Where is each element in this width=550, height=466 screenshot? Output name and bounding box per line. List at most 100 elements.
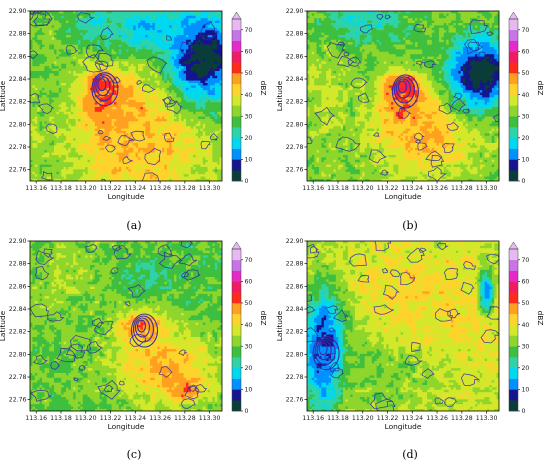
colorbar-segment: [509, 400, 518, 412]
colorbar-segment: [232, 62, 241, 74]
y-tick-label: 22.78: [286, 374, 304, 381]
x-tick-label: 113.16: [302, 415, 324, 422]
colorbar-segment: [232, 51, 241, 63]
colorbar-tick-label: 40: [522, 322, 530, 329]
colorbar-segment: [232, 40, 241, 52]
colorbar-segment: [232, 170, 241, 182]
x-tick-label: 113.28: [451, 185, 473, 192]
colorbar: 0 10 20 30 40 50 60 70 dBZ: [508, 11, 545, 185]
radar-panel-a: 113.16 113.18 113.20 113.22 113.24 113.26 113.…: [0, 8, 268, 201]
colorbar-segment: [509, 19, 518, 31]
y-tick-label: 22.86: [9, 53, 27, 60]
colorbar-segment: [232, 148, 241, 160]
colorbar-tick-label: 0: [522, 178, 526, 185]
colorbar-segment: [509, 62, 518, 74]
colorbar-segment: [509, 159, 518, 171]
colorbar-segment: [232, 270, 241, 282]
colorbar-label: dBZ: [536, 311, 545, 326]
x-tick-label: 113.20: [75, 185, 97, 192]
colorbar-tick-label: 30: [245, 113, 253, 120]
colorbar-segment: [509, 105, 518, 117]
colorbar-segment: [509, 249, 518, 261]
colorbar-segment: [509, 292, 518, 304]
core-contours: [312, 336, 340, 371]
colorbar-segment: [232, 94, 241, 106]
colorbar-tick-label: 10: [522, 387, 530, 394]
x-tick-label: 113.22: [377, 415, 399, 422]
radar-panel-c: 113.16 113.18 113.20 113.22 113.24 113.26 113.…: [0, 238, 268, 431]
x-tick-label: 113.24: [124, 415, 146, 422]
axes-frame: [29, 10, 223, 182]
core-contours: [130, 313, 159, 348]
contour-lines: [307, 14, 499, 181]
colorbar-segment: [232, 249, 241, 261]
y-tick-label: 22.86: [286, 283, 304, 290]
colorbar-segment: [509, 378, 518, 390]
colorbar-tick-label: 70: [245, 257, 253, 264]
y-tick-label: 22.88: [9, 31, 27, 38]
colorbar-tick-label: 50: [522, 70, 530, 77]
colorbar-segment: [232, 29, 241, 41]
colorbar-extend-arrow: [231, 11, 242, 20]
colorbar-tick-label: 30: [522, 343, 530, 350]
x-tick-label: 113.30: [199, 415, 221, 422]
y-axis-label: Latitude: [0, 80, 7, 111]
y-tick-label: 22.80: [9, 351, 27, 358]
colorbar-segment: [509, 51, 518, 63]
caption-c: (c): [127, 448, 142, 461]
colorbar-tick-label: 10: [245, 387, 253, 394]
colorbar-tick-label: 20: [522, 365, 530, 372]
colorbar-segment: [232, 324, 241, 336]
colorbar-label: dBZ: [259, 81, 268, 96]
colorbar-segment: [509, 127, 518, 139]
y-tick-label: 22.84: [9, 76, 27, 83]
x-tick-label: 113.24: [124, 185, 146, 192]
colorbar-tick-label: 70: [522, 257, 530, 264]
x-tick-label: 113.26: [149, 415, 171, 422]
colorbar-segment: [509, 137, 518, 149]
contour-lines: [30, 11, 219, 181]
colorbar: 0 10 20 30 40 50 60 70 dBZ: [508, 241, 545, 415]
colorbar-tick-label: 70: [522, 27, 530, 34]
colorbar-segment: [232, 19, 241, 31]
colorbar-label: dBZ: [536, 81, 545, 96]
y-tick-label: 22.90: [286, 8, 304, 15]
contour-lines: [307, 241, 499, 411]
colorbar-segment: [232, 116, 241, 128]
colorbar-segment: [509, 259, 518, 271]
axes-frame: [306, 240, 500, 412]
x-tick-label: 113.28: [174, 415, 196, 422]
colorbar-segment: [232, 378, 241, 390]
colorbar-segment: [232, 367, 241, 379]
y-tick-label: 22.88: [286, 31, 304, 38]
colorbar-segment: [509, 170, 518, 182]
colorbar-extend-arrow: [508, 11, 519, 20]
colorbar-segment: [232, 389, 241, 401]
y-tick-label: 22.84: [286, 306, 304, 313]
colorbar-tick-label: 60: [522, 279, 530, 286]
x-axis-label: Longitude: [385, 192, 422, 201]
x-tick-label: 113.30: [476, 415, 498, 422]
colorbar-tick-label: 40: [245, 92, 253, 99]
x-axis-label: Longitude: [108, 422, 145, 431]
x-tick-label: 113.30: [199, 185, 221, 192]
colorbar-tick-label: 10: [245, 157, 253, 164]
colorbar-tick-label: 70: [245, 27, 253, 34]
y-tick-label: 22.76: [286, 397, 304, 404]
x-tick-label: 113.24: [401, 185, 423, 192]
colorbar-segment: [232, 127, 241, 139]
colorbar-segment: [232, 303, 241, 315]
colorbar-segment: [232, 335, 241, 347]
colorbar-segment: [232, 400, 241, 412]
y-tick-label: 22.90: [9, 238, 27, 245]
x-axis-label: Longitude: [385, 422, 422, 431]
x-tick-label: 113.16: [25, 415, 47, 422]
y-tick-label: 22.88: [286, 261, 304, 268]
radar-panel-b: 113.16 113.18 113.20 113.22 113.24 113.26 113.…: [275, 8, 545, 201]
colorbar-segment: [509, 94, 518, 106]
colorbar-label: dBZ: [259, 311, 268, 326]
y-tick-label: 22.76: [9, 167, 27, 174]
x-tick-label: 113.18: [50, 185, 72, 192]
x-tick-label: 113.26: [426, 415, 448, 422]
x-tick-label: 113.28: [174, 185, 196, 192]
